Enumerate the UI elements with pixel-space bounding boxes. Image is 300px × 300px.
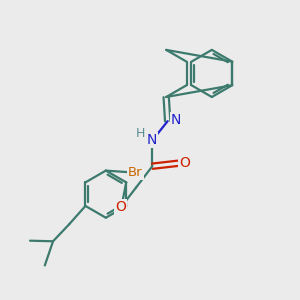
Text: N: N [171, 113, 181, 127]
Text: Br: Br [128, 166, 142, 178]
Text: N: N [146, 133, 157, 147]
Text: O: O [179, 156, 190, 170]
Text: H: H [135, 127, 145, 140]
Text: O: O [115, 200, 126, 214]
